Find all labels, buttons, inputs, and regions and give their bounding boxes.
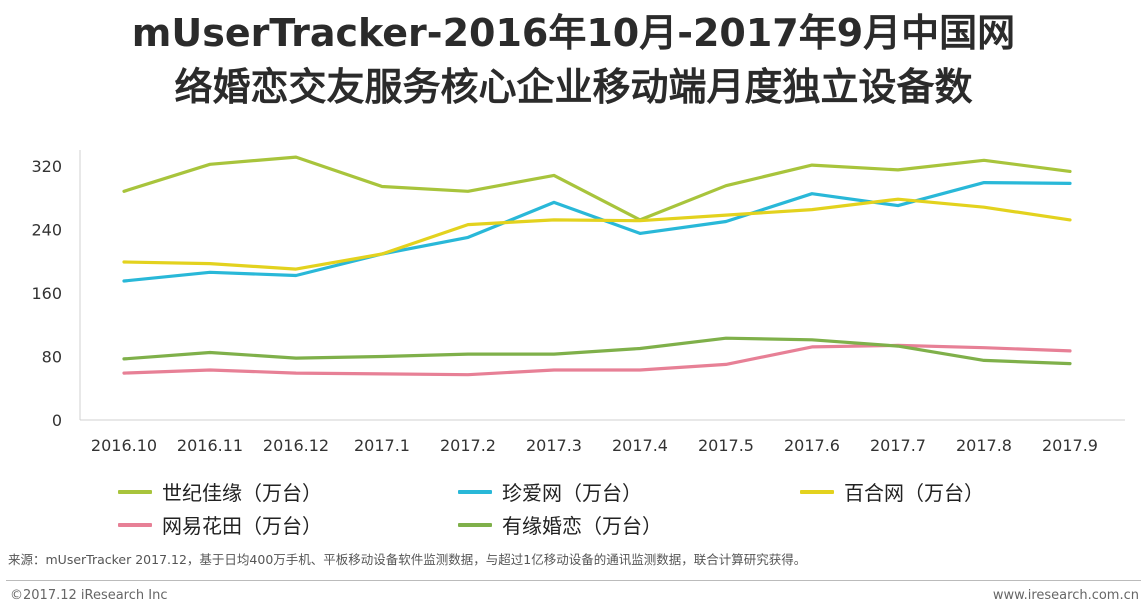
x-tick-label: 2017.7 — [870, 436, 926, 455]
legend: 世纪佳缘（万台） 珍爱网（万台） 百合网（万台） 网易花田（万台） 有缘婚恋（万… — [0, 472, 1147, 542]
x-tick-label: 2017.3 — [526, 436, 582, 455]
legend-label: 网易花田（万台） — [162, 514, 322, 538]
x-tick-label: 2016.11 — [177, 436, 243, 455]
x-tick-label: 2017.8 — [956, 436, 1012, 455]
legend-swatch — [118, 489, 152, 494]
website-link[interactable]: www.iresearch.com.cn — [992, 588, 1139, 603]
legend-item-wangyihuatian: 网易花田（万台） — [118, 510, 322, 539]
y-tick-label: 320 — [31, 157, 62, 176]
legend-swatch — [458, 522, 492, 527]
legend-item-baihewang: 百合网（万台） — [800, 477, 984, 506]
source-note: 来源：mUserTracker 2017.12，基于日均400万手机、平板移动设… — [8, 552, 807, 567]
legend-label: 珍爱网（万台） — [502, 481, 642, 505]
y-tick-label: 80 — [42, 347, 62, 366]
legend-label: 百合网（万台） — [844, 481, 984, 505]
legend-swatch — [118, 522, 152, 527]
legend-item-shijijiayuan: 世纪佳缘（万台） — [118, 477, 322, 506]
series-line-4 — [122, 336, 1072, 366]
legend-swatch — [458, 489, 492, 494]
chart-title-line1: mUserTracker-2016年10月-2017年9月中国网 — [131, 11, 1016, 55]
chart-title: mUserTracker-2016年10月-2017年9月中国网 络婚恋交友服务… — [0, 6, 1147, 114]
series-line-0 — [122, 155, 1072, 222]
x-tick-label: 2016.10 — [91, 436, 157, 455]
x-tick-label: 2017.2 — [440, 436, 496, 455]
line-chart: 0 80 160 240 320 2016.10 2016.11 2016.12 2017.1 2… — [31, 150, 1125, 455]
y-tick-label: 0 — [52, 411, 62, 430]
copyright: ©2017.12 iResearch Inc — [10, 588, 168, 603]
footer-divider — [6, 580, 1141, 581]
x-tick-label: 2017.4 — [612, 436, 668, 455]
series-line-3 — [122, 343, 1072, 377]
legend-swatch — [800, 489, 834, 494]
y-tick-label: 240 — [31, 220, 62, 239]
x-tick-label: 2017.1 — [354, 436, 410, 455]
x-tick-label: 2017.9 — [1042, 436, 1098, 455]
series-line-2 — [122, 197, 1072, 271]
x-tick-label: 2017.5 — [698, 436, 754, 455]
legend-item-zhenaiwang: 珍爱网（万台） — [458, 477, 642, 506]
x-tick-label: 2016.12 — [263, 436, 329, 455]
legend-label: 世纪佳缘（万台） — [162, 481, 322, 505]
legend-item-youyuanhunlian: 有缘婚恋（万台） — [458, 510, 662, 539]
x-tick-label: 2017.6 — [784, 436, 840, 455]
chart-title-line2: 络婚恋交友服务核心企业移动端月度独立设备数 — [174, 65, 973, 109]
y-tick-label: 160 — [31, 284, 62, 303]
legend-label: 有缘婚恋（万台） — [502, 514, 662, 538]
